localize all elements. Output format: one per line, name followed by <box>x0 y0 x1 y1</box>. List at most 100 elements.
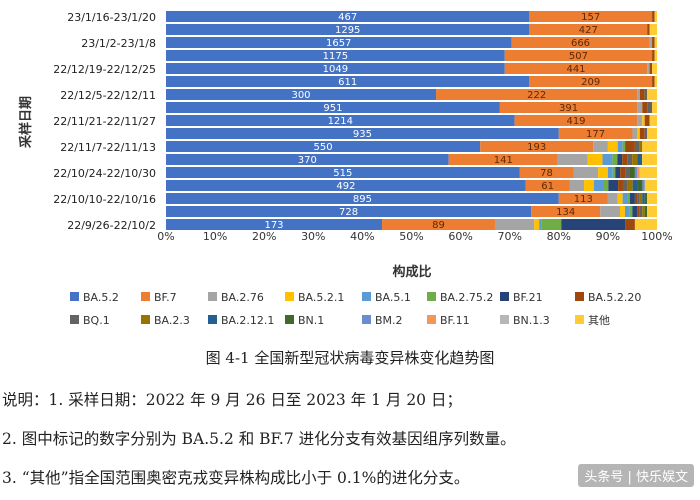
legend-label: BQ.1 <box>83 314 110 327</box>
legend-label: BA.5.2.1 <box>298 291 344 304</box>
bar-segment <box>629 193 635 204</box>
bar-segment <box>652 50 655 61</box>
bar-segment <box>637 167 640 178</box>
bar-segment <box>622 141 626 152</box>
bar-segment <box>573 167 599 178</box>
bar-segment <box>622 180 628 191</box>
y-category-labels: 23/1/16-23/1/20 23/1/2-23/1/8 22/12/19-22/… <box>53 11 156 232</box>
bar-segment <box>558 193 608 204</box>
bar-segment <box>639 167 658 178</box>
bar-segment <box>634 193 638 204</box>
bar-segment <box>557 154 588 165</box>
bar-segment <box>652 11 655 22</box>
x-tick-label: 60% <box>448 230 472 243</box>
bar-segment <box>436 89 638 100</box>
y-category-label: 23/1/2-23/1/8 <box>81 37 156 50</box>
bar-segment <box>654 37 657 48</box>
bar-segment <box>649 37 653 48</box>
bar-segment <box>529 76 653 87</box>
bar-segment <box>637 115 643 126</box>
bar-segment <box>598 167 608 178</box>
bar-segment <box>382 219 495 230</box>
bf7-count-label: 89 <box>432 220 445 231</box>
bar-segment <box>561 219 626 230</box>
bar-segment <box>448 154 558 165</box>
bar-segment <box>622 154 628 165</box>
legend-swatch <box>285 292 294 301</box>
bar-segment <box>615 167 621 178</box>
bar-segment <box>637 154 643 165</box>
bar-segment <box>166 63 505 74</box>
bar-segment <box>587 154 603 165</box>
bar-segment <box>622 193 628 204</box>
bar-segment <box>608 180 619 191</box>
bar-segment <box>494 219 535 230</box>
bar-segment <box>634 167 638 178</box>
bar-segment <box>647 24 650 35</box>
bar-segment <box>654 11 658 22</box>
legend-swatch <box>362 292 371 301</box>
x-tick-label: 30% <box>301 230 325 243</box>
bf7-count-label: 222 <box>527 90 546 101</box>
bar-segment <box>607 167 613 178</box>
bar-segment <box>644 180 657 191</box>
x-axis-label: 构成比 <box>392 264 431 280</box>
legend-swatch <box>70 315 79 324</box>
bar-segment <box>593 141 608 152</box>
ba52-count-label: 611 <box>338 77 357 88</box>
bar-segment <box>617 154 623 165</box>
bf7-count-label: 113 <box>574 194 593 205</box>
ba52-count-label: 951 <box>323 103 342 114</box>
bar-segment <box>529 11 653 22</box>
bar-segment <box>603 180 609 191</box>
bar-segment <box>625 219 635 230</box>
bar-segment <box>166 180 526 191</box>
bar-segment <box>647 89 657 100</box>
bar-segment <box>637 102 643 113</box>
bar-segment <box>627 193 630 204</box>
legend-swatch <box>427 292 436 301</box>
bar-segment <box>166 167 520 178</box>
x-tick-label: 40% <box>350 230 374 243</box>
ba52-count-label: 492 <box>336 181 355 192</box>
y-category-label: 23/1/16-23/1/20 <box>67 11 156 24</box>
bar-segment <box>654 50 658 61</box>
bf7-count-label: 134 <box>556 207 575 218</box>
y-category-label: 22/9/26-22/10/2 <box>67 219 156 232</box>
x-tick-label: 80% <box>547 230 571 243</box>
bar-segment <box>166 50 505 61</box>
bar-segment <box>166 128 559 139</box>
bar-segment <box>652 102 657 113</box>
ba52-count-label: 173 <box>264 220 283 231</box>
bar-segment <box>644 115 650 126</box>
y-category-label: 22/11/7-22/11/13 <box>60 141 156 154</box>
bar-segment <box>642 141 657 152</box>
bar-segment <box>625 141 635 152</box>
bar-segment <box>637 180 643 191</box>
bar-segment <box>642 102 648 113</box>
ba52-count-label: 1049 <box>323 64 348 75</box>
bar-segment <box>504 63 648 74</box>
bf7-count-label: 193 <box>527 142 546 153</box>
bar-segment <box>625 167 630 178</box>
bf7-count-label: 507 <box>569 51 588 62</box>
bar-segment <box>652 76 655 87</box>
bf7-count-label: 177 <box>586 129 605 140</box>
bar-segment <box>652 63 657 74</box>
legend-label: BA.5.1 <box>375 291 411 304</box>
bar-segment <box>612 167 616 178</box>
x-tick-label: 100% <box>641 230 672 243</box>
bar-segment <box>584 180 594 191</box>
bar-segment <box>639 193 643 204</box>
y-category-label: 22/10/10-22/10/16 <box>53 193 156 206</box>
legend-label: BA.2.76 <box>221 291 264 304</box>
bar-segment <box>632 154 638 165</box>
ba52-count-label: 895 <box>353 194 372 205</box>
bf7-count-label: 427 <box>579 25 598 36</box>
legend: BA.5.2 BF.7 BA.2.76 BA.5.2.1 BA.5.1 BA.2.75.2… <box>70 291 641 327</box>
ba52-count-label: 1295 <box>335 25 360 36</box>
bar-segment <box>644 193 648 204</box>
bar-segment <box>624 206 630 217</box>
bar-segment <box>480 141 594 152</box>
bar-segment <box>634 141 640 152</box>
